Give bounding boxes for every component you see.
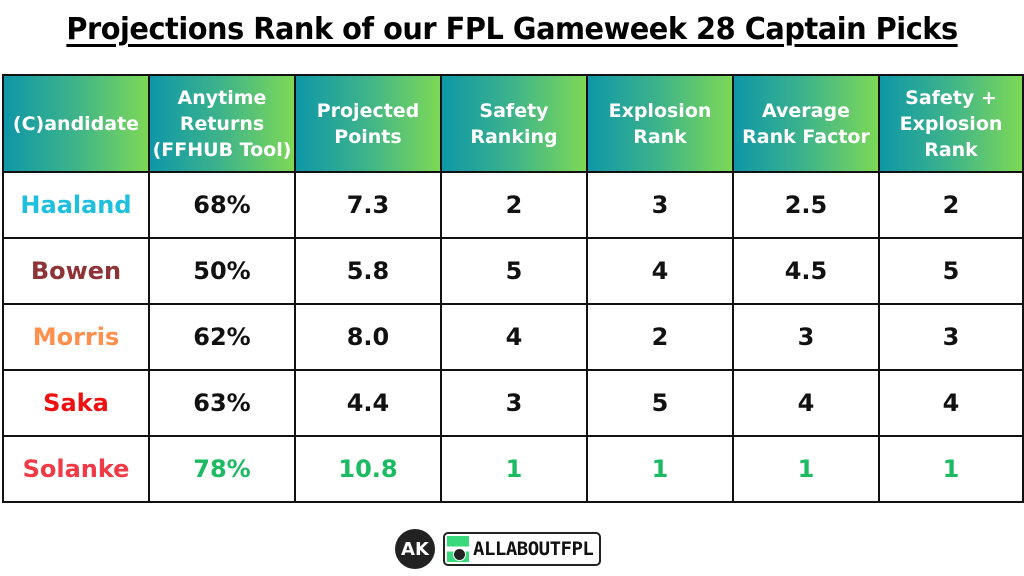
table-row: Saka 63% 4.4 3 5 4 4 (2, 369, 1024, 437)
table-row: Haaland 68% 7.3 2 3 2.5 2 (2, 171, 1024, 239)
average-rank-factor-cell: 2.5 (732, 171, 880, 239)
explosion-rank-cell: 4 (586, 237, 734, 305)
header-line: Rank (633, 125, 687, 148)
brand-badge: ALLABOUTFPL (443, 532, 602, 566)
header-safety-ranking: Safety Ranking (440, 74, 588, 173)
header-row: (C)andidate Anytime Returns (FFHUB Tool)… (2, 74, 1024, 173)
explosion-rank-cell: 3 (586, 171, 734, 239)
header-anytime-returns: Anytime Returns (FFHUB Tool) (148, 74, 296, 173)
average-rank-factor-cell: 3 (732, 303, 880, 371)
page-title: Projections Rank of our FPL Gameweek 28 … (66, 12, 958, 47)
safety-ranking-cell: 3 (440, 369, 588, 437)
anytime-returns-cell: 68% (148, 171, 296, 239)
projected-points-cell: 5.8 (294, 237, 442, 305)
projected-points-cell: 10.8 (294, 435, 442, 503)
header-line: Ranking (470, 125, 558, 148)
average-rank-factor-cell: 4.5 (732, 237, 880, 305)
candidate-name: Haaland (2, 171, 150, 239)
explosion-rank-cell: 1 (586, 435, 734, 503)
header-line: Returns (179, 112, 265, 135)
table-row: Morris 62% 8.0 4 2 3 3 (2, 303, 1024, 371)
captain-picks-table: (C)andidate Anytime Returns (FFHUB Tool)… (2, 74, 1024, 503)
projected-points-cell: 8.0 (294, 303, 442, 371)
table-row: Bowen 50% 5.8 5 4 4.5 5 (2, 237, 1024, 305)
footer-branding: AK ALLABOUTFPL (395, 528, 602, 570)
average-rank-factor-cell: 4 (732, 369, 880, 437)
header-line: Average (762, 99, 850, 122)
anytime-returns-cell: 63% (148, 369, 296, 437)
projected-points-cell: 4.4 (294, 369, 442, 437)
candidate-name: Morris (2, 303, 150, 371)
header-line: Safety + (905, 86, 997, 109)
candidate-name: Solanke (2, 435, 150, 503)
logo-monogram: AK (401, 538, 429, 560)
candidate-name: Bowen (2, 237, 150, 305)
safety-explosion-rank-cell: 3 (878, 303, 1024, 371)
header-safety-explosion-rank: Safety + Explosion Rank (878, 74, 1024, 173)
explosion-rank-cell: 5 (586, 369, 734, 437)
projected-points-cell: 7.3 (294, 171, 442, 239)
header-candidate: (C)andidate (2, 74, 150, 173)
safety-explosion-rank-cell: 1 (878, 435, 1024, 503)
brand-name: ALLABOUTFPL (473, 538, 594, 560)
header-line: (FFHUB Tool) (152, 138, 292, 161)
safety-ranking-cell: 4 (440, 303, 588, 371)
header-explosion-rank: Explosion Rank (586, 74, 734, 173)
safety-explosion-rank-cell: 4 (878, 369, 1024, 437)
header-line: Explosion (899, 112, 1003, 135)
safety-ranking-cell: 1 (440, 435, 588, 503)
header-line: Points (334, 125, 402, 148)
safety-explosion-rank-cell: 2 (878, 171, 1024, 239)
safety-ranking-cell: 2 (440, 171, 588, 239)
header-average-rank-factor: Average Rank Factor (732, 74, 880, 173)
anytime-returns-cell: 78% (148, 435, 296, 503)
header-line: Rank Factor (742, 125, 870, 148)
anytime-returns-cell: 62% (148, 303, 296, 371)
header-candidate-label: (C)andidate (12, 112, 140, 135)
ak-logo-icon: AK (395, 529, 435, 569)
average-rank-factor-cell: 1 (732, 435, 880, 503)
football-boot-icon (447, 536, 469, 562)
header-line: Anytime (177, 86, 267, 109)
safety-explosion-rank-cell: 5 (878, 237, 1024, 305)
header-line: Rank (924, 138, 978, 161)
candidate-name: Saka (2, 369, 150, 437)
table-row-highlighted: Solanke 78% 10.8 1 1 1 1 (2, 435, 1024, 503)
explosion-rank-cell: 2 (586, 303, 734, 371)
anytime-returns-cell: 50% (148, 237, 296, 305)
header-line: Explosion (608, 99, 712, 122)
header-line: Safety (479, 99, 549, 122)
header-projected-points: Projected Points (294, 74, 442, 173)
header-line: Projected (316, 99, 420, 122)
safety-ranking-cell: 5 (440, 237, 588, 305)
